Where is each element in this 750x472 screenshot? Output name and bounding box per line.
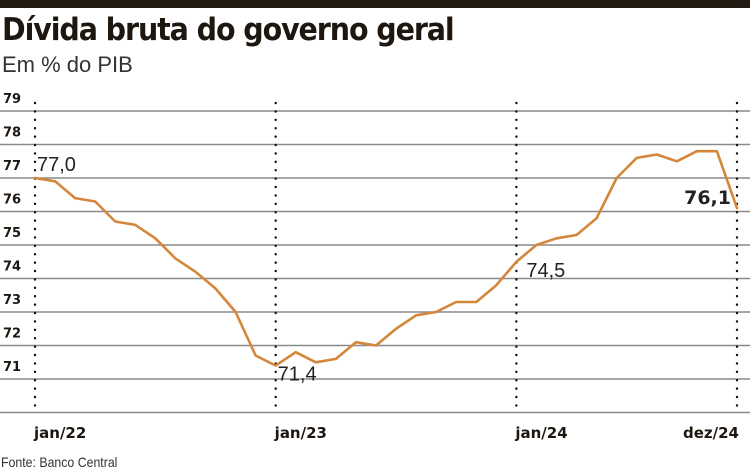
data-labels: 77,0 71,4 74,5 76,1 [37, 154, 731, 386]
data-label: 71,4 [278, 364, 317, 386]
source-note: Fonte: Banco Central [1, 454, 118, 470]
x-tick-label: jan/22 [33, 424, 86, 442]
x-tick-label: dez/24 [683, 424, 739, 442]
chart-subtitle: Em % do PIB [2, 52, 133, 77]
chart-title: Dívida bruta do governo geral [2, 12, 455, 48]
y-tick-label: 76 [3, 193, 21, 208]
y-tick-label: 79 [3, 92, 21, 107]
debt-line [33, 149, 739, 367]
gridlines [0, 110, 750, 414]
data-label: 74,5 [526, 260, 565, 282]
top-rule [0, 0, 750, 8]
period-dividers [33, 101, 739, 414]
y-tick-label: 73 [3, 293, 21, 308]
y-axis-labels: 71 72 73 74 75 76 77 78 79 [3, 92, 21, 375]
x-tick-label: jan/23 [274, 424, 327, 442]
y-tick-label: 77 [3, 159, 21, 174]
y-tick-label: 75 [3, 226, 21, 241]
y-tick-label: 71 [3, 360, 21, 375]
y-tick-label: 72 [3, 327, 21, 342]
x-axis-labels: jan/22 jan/23 jan/24 dez/24 [33, 424, 739, 442]
data-label: 77,0 [37, 154, 76, 176]
y-tick-label: 78 [3, 126, 21, 141]
x-tick-label: jan/24 [514, 424, 567, 442]
y-tick-label: 74 [3, 260, 21, 275]
data-label: 76,1 [684, 187, 731, 209]
